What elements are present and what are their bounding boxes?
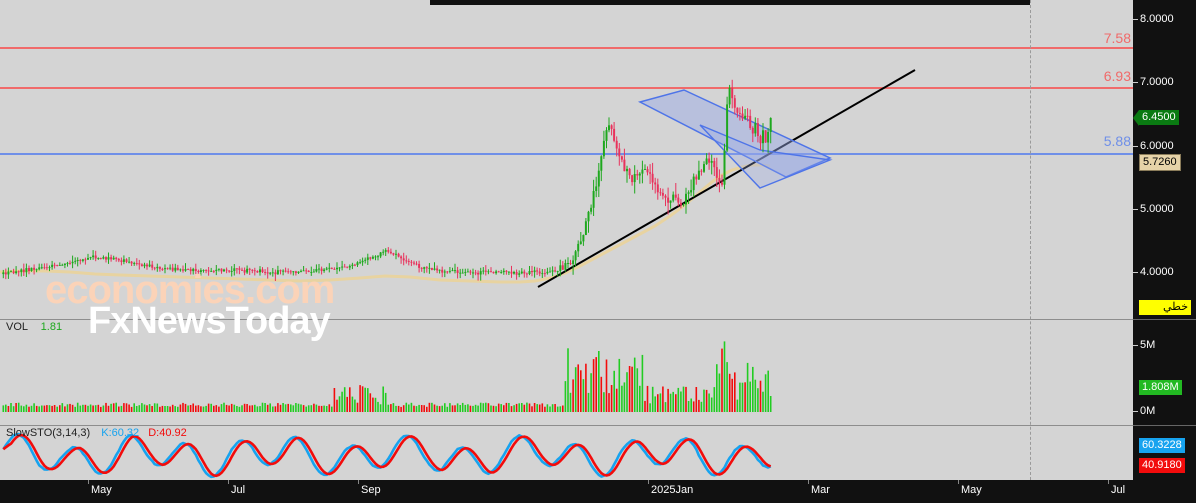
level-line-588 [0,153,1133,155]
chart-svg [0,69,916,479]
price-tick-7: 7.0000 [1133,76,1174,88]
level-label-758: 7.58 [1103,30,1131,46]
vertical-marker-line [1030,0,1031,480]
price-tick-label: 8.0000 [1140,13,1174,25]
time-tick-label: 2025Jan [651,484,694,496]
time-tick-mark [1108,480,1109,484]
volume-tick-label: 5M [1140,339,1156,351]
stochastic-k-line [2,432,772,479]
volume-tick-0m: 0M [1133,405,1155,417]
stoch-d-text: D:40.92 [148,427,187,439]
level-label-588: 5.88 [1103,133,1131,149]
volume-label-text: VOL [6,321,28,333]
stoch-label-text: SlowSTO(3,14,3) [6,427,91,439]
flag-channel-extension [699,124,833,189]
scale-separator-stoch [1133,425,1196,426]
volume-value-text: 1.81 [40,321,63,333]
scale-mode-badge[interactable]: خطي [1139,300,1191,315]
time-tick-mark [228,480,229,484]
time-tick-label: Mar [811,484,830,496]
time-tick-mark [358,480,359,484]
moving-average-line [0,163,771,284]
price-tick-label: 5.0000 [1140,203,1174,215]
price-tick-8: 8.0000 [1133,13,1174,25]
volume-bars [2,341,772,412]
level-line-758 [0,47,1133,49]
price-tick-6: 6.0000 [1133,140,1174,152]
time-tick-label: Jul [1111,484,1126,496]
time-tick-mark [808,480,809,484]
level-label-693: 6.93 [1103,68,1131,84]
flag-channel-parallelogram [637,89,832,178]
time-tick-mark [648,480,649,484]
scale-separator-volume [1133,319,1196,320]
volume-last-badge: 1.808M [1139,380,1182,395]
price-tick-label: 4.0000 [1140,266,1174,278]
price-tick-4: 4.0000 [1133,266,1174,278]
stoch-k-text: K:60.32 [101,427,140,439]
last-price-badge: 6.4500 [1133,110,1179,126]
price-tick-5: 5.0000 [1133,203,1174,215]
price-tick-label: 6.0000 [1140,140,1174,152]
time-tick-mark [88,480,89,484]
top-black-strip [430,0,1030,5]
pane-separator-volume [0,319,1133,320]
candlestick-series [2,79,772,281]
moving-average-badge: 5.7260 [1139,154,1181,171]
level-line-693 [0,87,1133,89]
time-tick-mark [958,480,959,484]
time-tick-label: Jul [231,484,246,496]
volume-tick-label: 0M [1140,405,1156,417]
price-tick-label: 7.0000 [1140,76,1174,88]
trendline [537,69,916,288]
stoch-d-badge: 40.9180 [1139,458,1185,473]
stochastic-pane-label: SlowSTO(3,14,3) K:60.32 D:40.92 [6,427,187,439]
volume-tick-5m: 5M [1133,339,1155,351]
stoch-k-badge: 60.3228 [1139,438,1185,453]
time-axis[interactable]: May Jul Sep 2025Jan Mar May Jul [0,480,1196,503]
time-tick-label: Sep [361,484,381,496]
price-scale[interactable]: 8.0000 7.0000 6.0000 5.0000 4.0000 6.450… [1133,0,1196,480]
time-tick-label: May [91,484,112,496]
stochastic-d-line [2,433,772,478]
pane-separator-stoch [0,425,1133,426]
time-tick-label: May [961,484,982,496]
chart-plot-area[interactable]: VOL 1.81 SlowSTO(3,14,3) K:60.32 D:40.92… [0,0,1133,480]
volume-pane-label: VOL 1.81 [6,321,62,333]
